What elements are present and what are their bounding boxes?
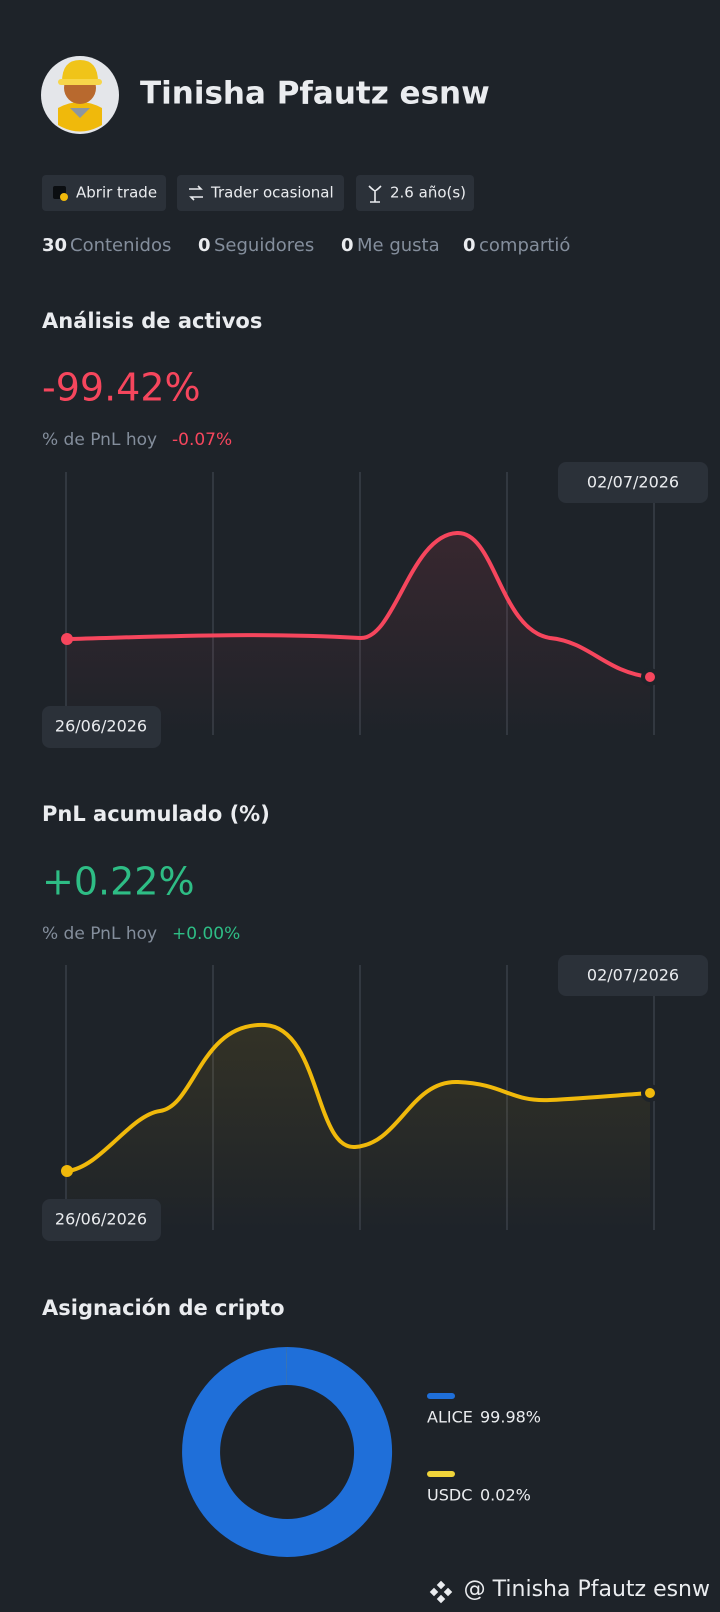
- tooltip-date: 26/06/2026: [55, 1210, 147, 1229]
- stat-label: Contenidos: [70, 235, 171, 256]
- stat-label: Seguidores: [214, 235, 314, 256]
- pnl-change: +0.00%: [172, 924, 240, 944]
- avatar[interactable]: [41, 56, 119, 134]
- line-point: [61, 1165, 73, 1177]
- legend-value: 99.98%: [480, 1408, 541, 1427]
- tooltip: [558, 462, 708, 503]
- line-point: [641, 668, 659, 686]
- tag-chip[interactable]: Abrir trade: [42, 175, 166, 211]
- legend: ALICE 99.98% USDC 0.02%: [427, 1393, 541, 1505]
- stat-count: 0: [463, 235, 476, 256]
- pnl-subtitle: % de PnL hoy: [42, 924, 157, 944]
- profile-name: Tinisha Pfautz esnw: [140, 76, 490, 112]
- tag-label: 2.6 año(s): [390, 184, 466, 202]
- legend-value: 0.02%: [480, 1486, 531, 1505]
- tag-label: Trader ocasional: [210, 184, 334, 202]
- tag-chip: Trader ocasional: [177, 175, 344, 211]
- line: [65, 1022, 652, 1173]
- pnl-subtitle: % de PnL hoy: [42, 430, 157, 450]
- tooltip-date: 02/07/2026: [587, 473, 679, 492]
- stat-label: compartió: [479, 235, 570, 256]
- line-point: [61, 633, 73, 645]
- pnl-value: +0.22%: [42, 860, 195, 904]
- line-area: [67, 1024, 650, 1230]
- tooltip-date: 26/06/2026: [55, 717, 147, 736]
- tag-chip: 2.6 año(s): [356, 175, 474, 211]
- section-title: Análisis de activos: [42, 309, 262, 333]
- legend-swatch: [427, 1471, 455, 1477]
- pnl-change: -0.07%: [172, 430, 232, 450]
- stat-count: 0: [198, 235, 211, 256]
- legend-label: ALICE: [427, 1408, 473, 1427]
- donut-chart: [182, 1346, 392, 1557]
- watermark-logo: [429, 1580, 453, 1604]
- tooltip-date: 02/07/2026: [587, 966, 679, 985]
- tag-label: Abrir trade: [76, 184, 157, 202]
- watermark: @ Tinisha Pfautz esnw: [464, 1577, 710, 1602]
- line-point: [641, 1084, 659, 1102]
- line: [65, 530, 652, 679]
- section-title: PnL acumulado (%): [42, 802, 270, 826]
- tooltip: [42, 706, 161, 748]
- tooltip: [42, 1199, 161, 1241]
- donut-slice: [182, 1347, 392, 1557]
- stat-count: 0: [341, 235, 354, 256]
- stat-count: 30: [42, 235, 67, 256]
- section-title: Asignación de cripto: [42, 1296, 285, 1320]
- tooltip: [558, 955, 708, 996]
- line-area: [67, 532, 650, 735]
- legend-swatch: [427, 1393, 455, 1399]
- stat-label: Me gusta: [357, 235, 440, 256]
- legend-label: USDC: [427, 1486, 472, 1505]
- pnl-value: -99.42%: [42, 366, 201, 410]
